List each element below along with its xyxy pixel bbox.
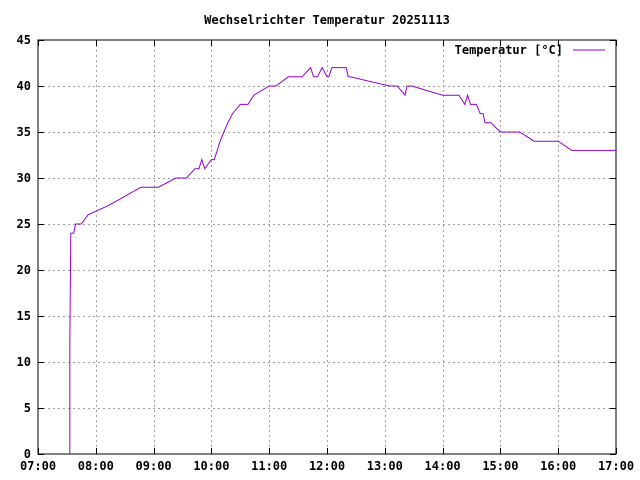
x-tick-label: 12:00	[309, 459, 345, 473]
grid	[38, 40, 616, 454]
x-tick-label: 07:00	[20, 459, 56, 473]
y-tick-label: 30	[17, 171, 31, 185]
x-tick-label: 14:00	[425, 459, 461, 473]
chart-title: Wechselrichter Temperatur 20251113	[204, 13, 450, 27]
x-tick-label: 09:00	[136, 459, 172, 473]
x-tick-label: 08:00	[78, 459, 114, 473]
axis-ticks	[38, 40, 617, 455]
y-tick-label: 20	[17, 263, 31, 277]
temperature-series-line	[69, 66, 616, 454]
y-tick-label: 35	[17, 125, 31, 139]
y-tick-label: 0	[24, 447, 31, 461]
y-tick-label: 40	[17, 79, 31, 93]
y-tick-label: 10	[17, 355, 31, 369]
axis-tick-labels: 0 5 10 15 20 25 30 35 40 45 07:00 08:00 09:00 10:00 11…	[17, 33, 635, 473]
y-tick-label: 25	[17, 217, 31, 231]
y-tick-label: 5	[24, 401, 31, 415]
x-tick-label: 16:00	[540, 459, 576, 473]
x-tick-label: 10:00	[193, 459, 229, 473]
legend: Temperatur [°C]	[455, 43, 605, 57]
x-tick-label: 17:00	[598, 459, 634, 473]
y-tick-label: 15	[17, 309, 31, 323]
series-layer	[69, 66, 616, 454]
legend-label: Temperatur [°C]	[455, 43, 563, 57]
x-tick-label: 13:00	[367, 459, 403, 473]
y-tick-label: 45	[17, 33, 31, 47]
x-tick-label: 11:00	[251, 459, 287, 473]
x-tick-label: 15:00	[482, 459, 518, 473]
